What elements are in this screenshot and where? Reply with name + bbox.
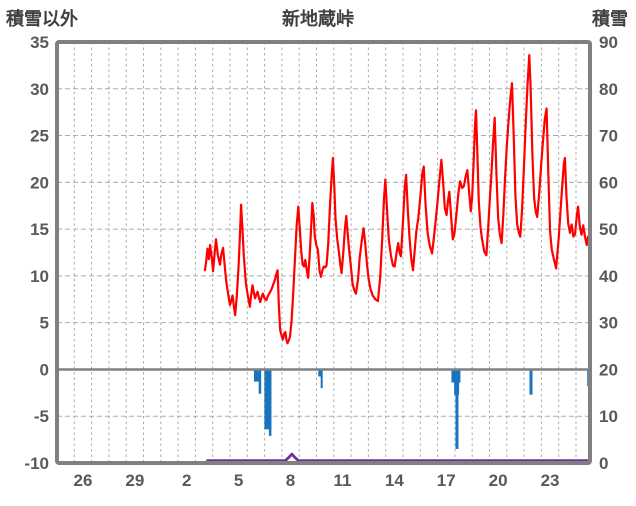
x-tick-label: 23: [541, 471, 560, 490]
x-tick-label: 26: [73, 471, 92, 490]
right-tick-label: 40: [599, 267, 618, 286]
x-tick-label: 14: [385, 471, 404, 490]
blue-bar: [264, 369, 272, 430]
left-tick-label: 20: [30, 173, 49, 192]
blue-bar: [455, 369, 459, 449]
x-tick-label: 20: [489, 471, 508, 490]
blue-bar: [268, 369, 272, 436]
blue-bar: [253, 369, 259, 382]
x-tick-label: 29: [125, 471, 144, 490]
right-tick-label: 60: [599, 173, 618, 192]
x-tick-label: 8: [286, 471, 295, 490]
right-tick-label: 90: [599, 33, 618, 52]
x-tick-label: 11: [333, 471, 351, 490]
left-tick-label: 15: [30, 220, 49, 239]
left-tick-label: 0: [40, 360, 49, 379]
right-tick-label: 80: [599, 80, 618, 99]
left-tick-label: 10: [30, 267, 49, 286]
right-tick-label: 0: [599, 454, 608, 473]
left-axis-title: 積雪以外: [6, 9, 78, 29]
left-tick-label: 5: [40, 314, 49, 333]
red-temperature-line: [203, 53, 591, 345]
left-tick-label: 35: [30, 33, 49, 52]
blue-bar: [529, 369, 533, 395]
chart-title: 新地蔵峠: [282, 9, 354, 29]
plot-frame: [55, 40, 592, 465]
blue-bar: [320, 369, 323, 389]
left-tick-label: -10: [24, 454, 49, 473]
right-tick-label: 20: [599, 360, 618, 379]
left-tick-label: 30: [30, 80, 49, 99]
x-tick-label: 5: [234, 471, 243, 490]
right-tick-label: 30: [599, 314, 618, 333]
blue-bar: [318, 369, 323, 377]
right-tick-label: 50: [599, 220, 618, 239]
blue-bar: [258, 369, 262, 394]
left-tick-label: 25: [30, 127, 49, 146]
x-tick-label: 2: [182, 471, 191, 490]
left-tick-label: -5: [34, 407, 49, 426]
right-tick-label: 10: [599, 407, 618, 426]
right-tick-label: 70: [599, 127, 618, 146]
right-axis-title: 積雪: [592, 9, 628, 29]
x-tick-label: 17: [437, 471, 456, 490]
purple-snow-line: [206, 452, 592, 463]
